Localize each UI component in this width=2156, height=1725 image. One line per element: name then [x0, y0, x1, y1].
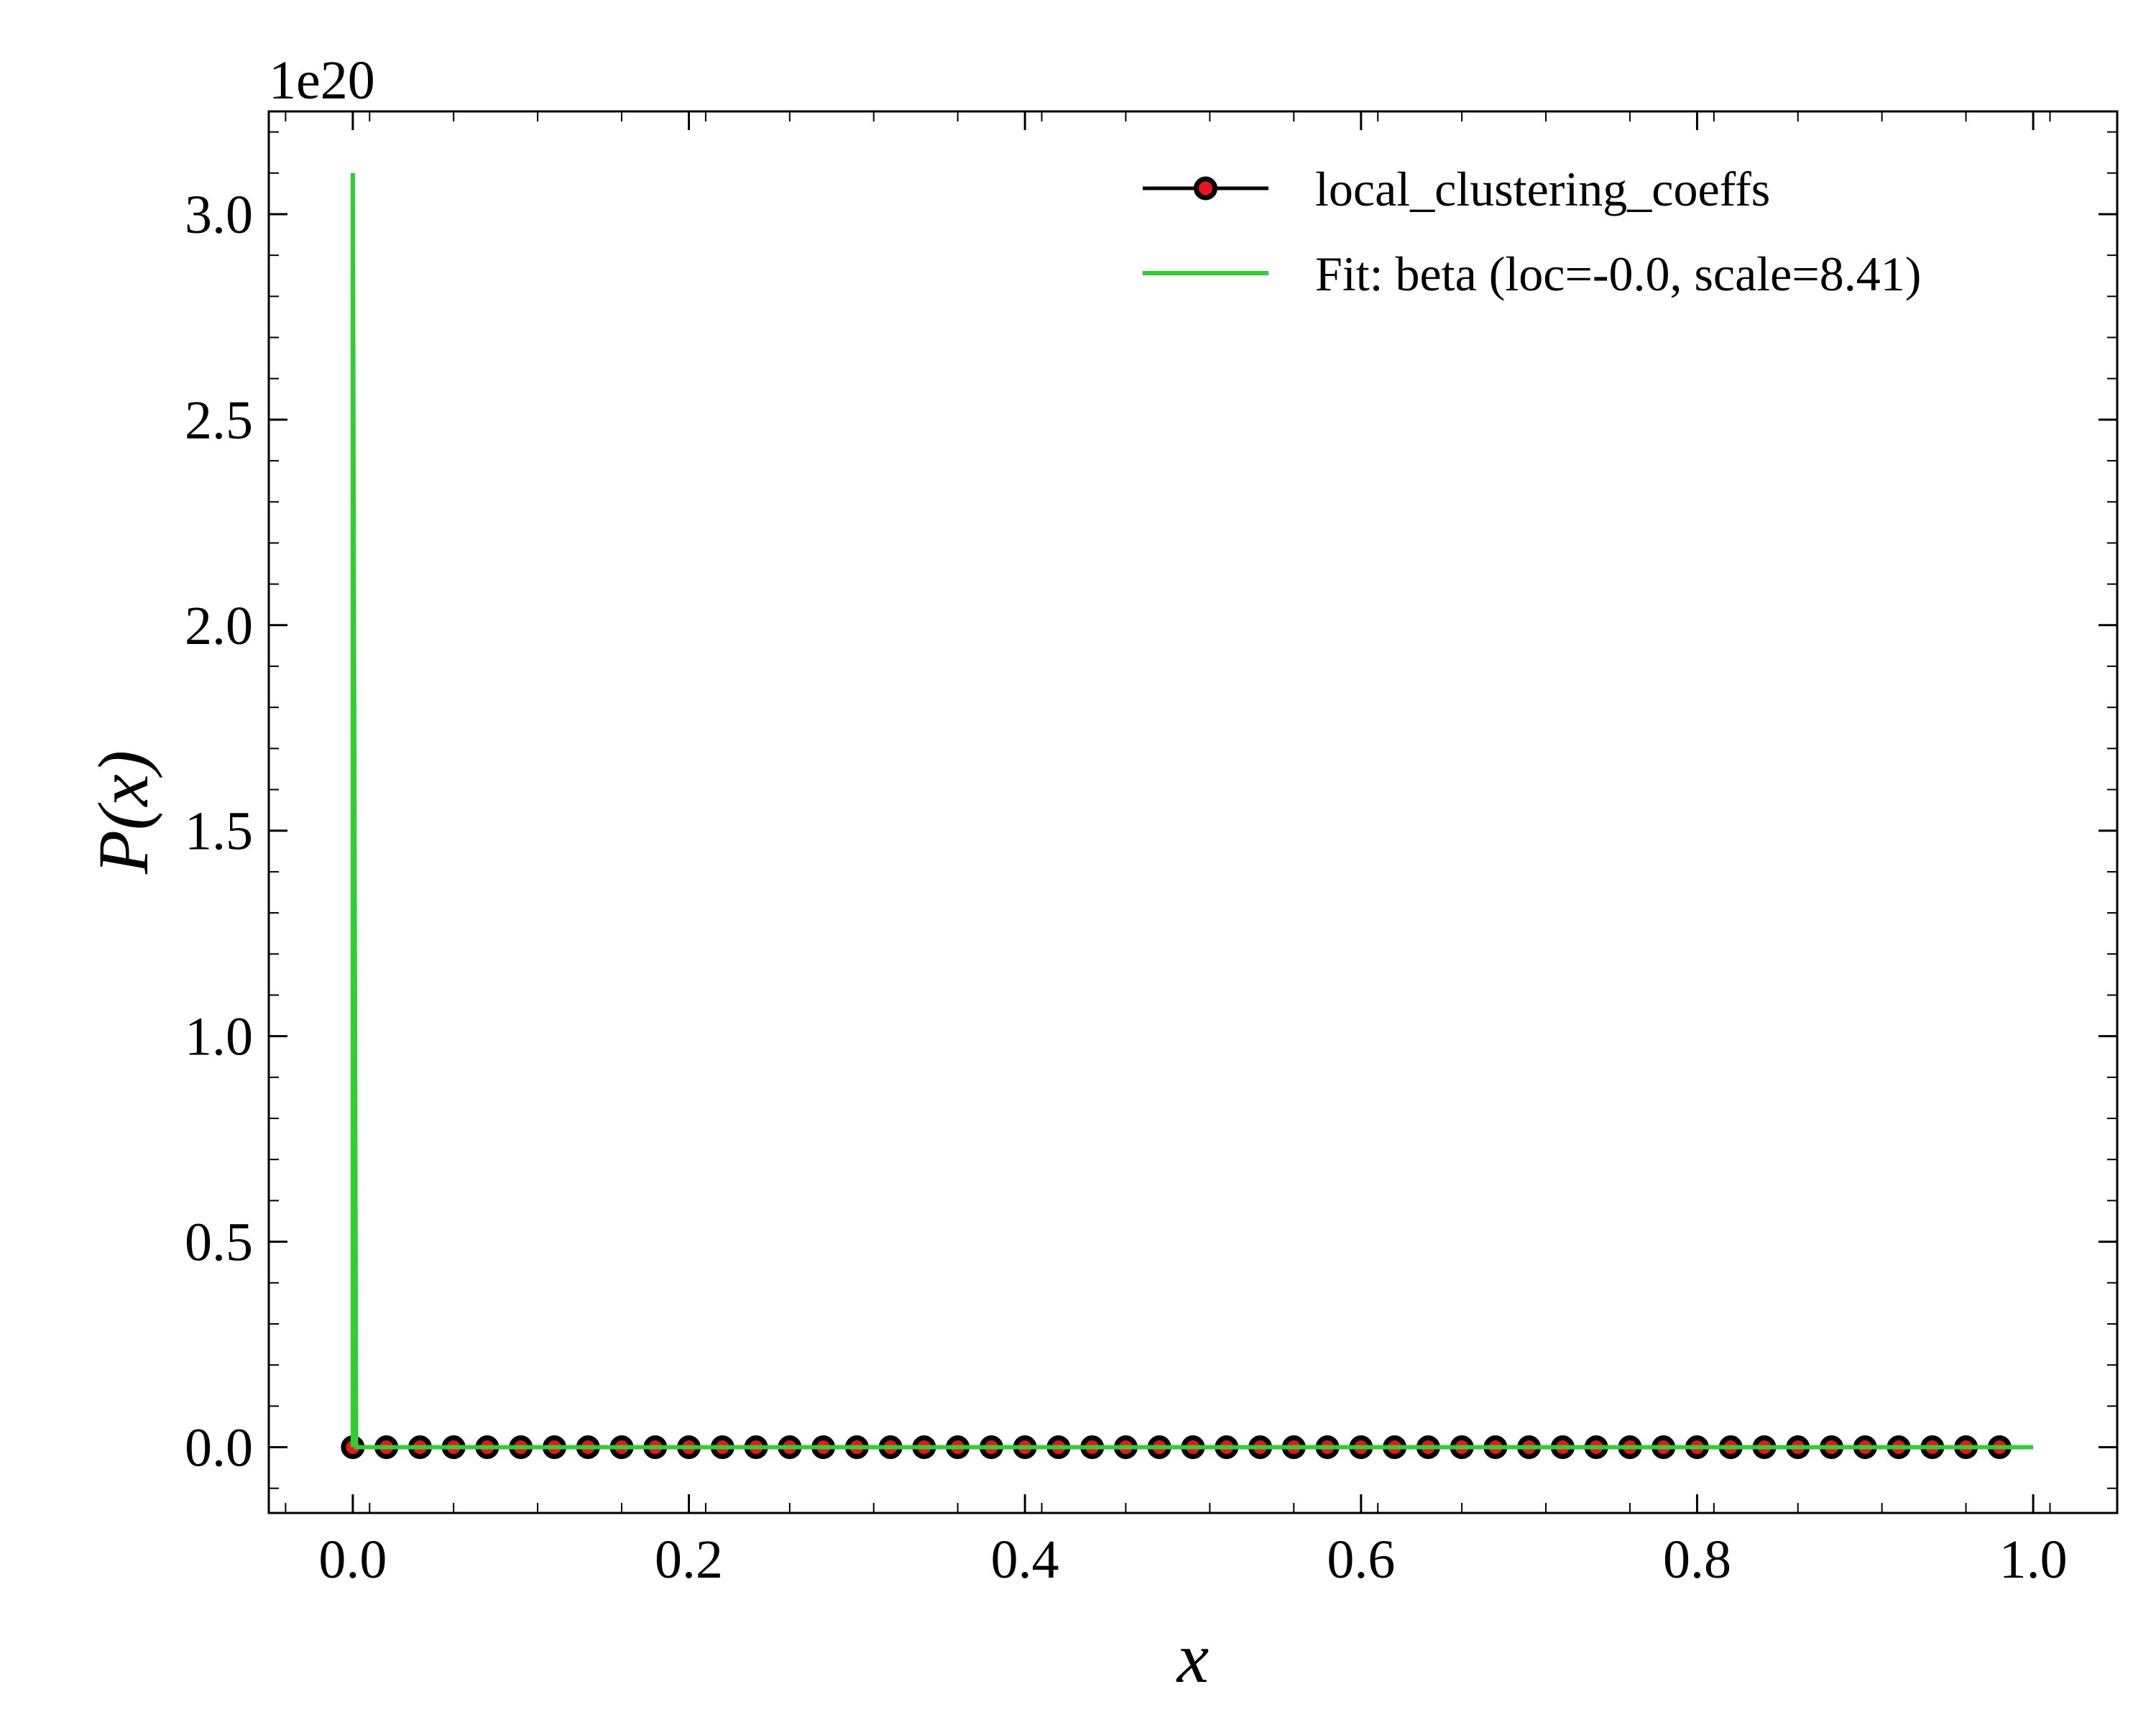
y-tick-label: 0.0 — [185, 1418, 253, 1478]
legend-marker — [1194, 176, 1217, 201]
x-tick-label: 1.0 — [1999, 1530, 2068, 1590]
x-tick-labels: 0.0 0.2 0.4 0.6 0.8 1.0 — [318, 1530, 2067, 1590]
axis-ticks — [269, 111, 2117, 1513]
x-tick-label: 0.2 — [655, 1530, 723, 1590]
y-tick-label: 2.0 — [185, 596, 253, 656]
x-tick-label: 0.4 — [991, 1530, 1059, 1590]
plot-area — [341, 172, 2034, 1460]
y-tick-labels: 0.0 0.5 1.0 1.5 2.0 2.5 3.0 — [185, 185, 253, 1478]
x-axis-label: x — [1176, 1618, 1209, 1698]
axes-frame — [267, 110, 2119, 1514]
y-tick-label: 1.5 — [185, 801, 253, 862]
x-tick-label: 0.0 — [318, 1530, 387, 1590]
y-tick-label: 0.5 — [185, 1213, 253, 1273]
y-tick-label: 1.0 — [185, 1007, 253, 1067]
y-axis-label: P(x) — [83, 750, 163, 875]
legend: local_clustering_coeffs Fit: beta (loc=-0… — [1143, 162, 1921, 301]
x-tick-label: 0.8 — [1663, 1530, 1731, 1590]
legend-label-local-clustering-coeffs: local_clustering_coeffs — [1315, 162, 1770, 216]
y-offset-label: 1e20 — [269, 50, 375, 111]
y-tick-label: 3.0 — [185, 185, 253, 245]
legend-label-fit-beta: Fit: beta (loc=-0.0, scale=8.41) — [1315, 247, 1921, 301]
x-tick-label: 0.6 — [1327, 1530, 1395, 1590]
series-line-fit-beta — [350, 172, 2034, 1450]
y-tick-label: 2.5 — [185, 390, 253, 451]
